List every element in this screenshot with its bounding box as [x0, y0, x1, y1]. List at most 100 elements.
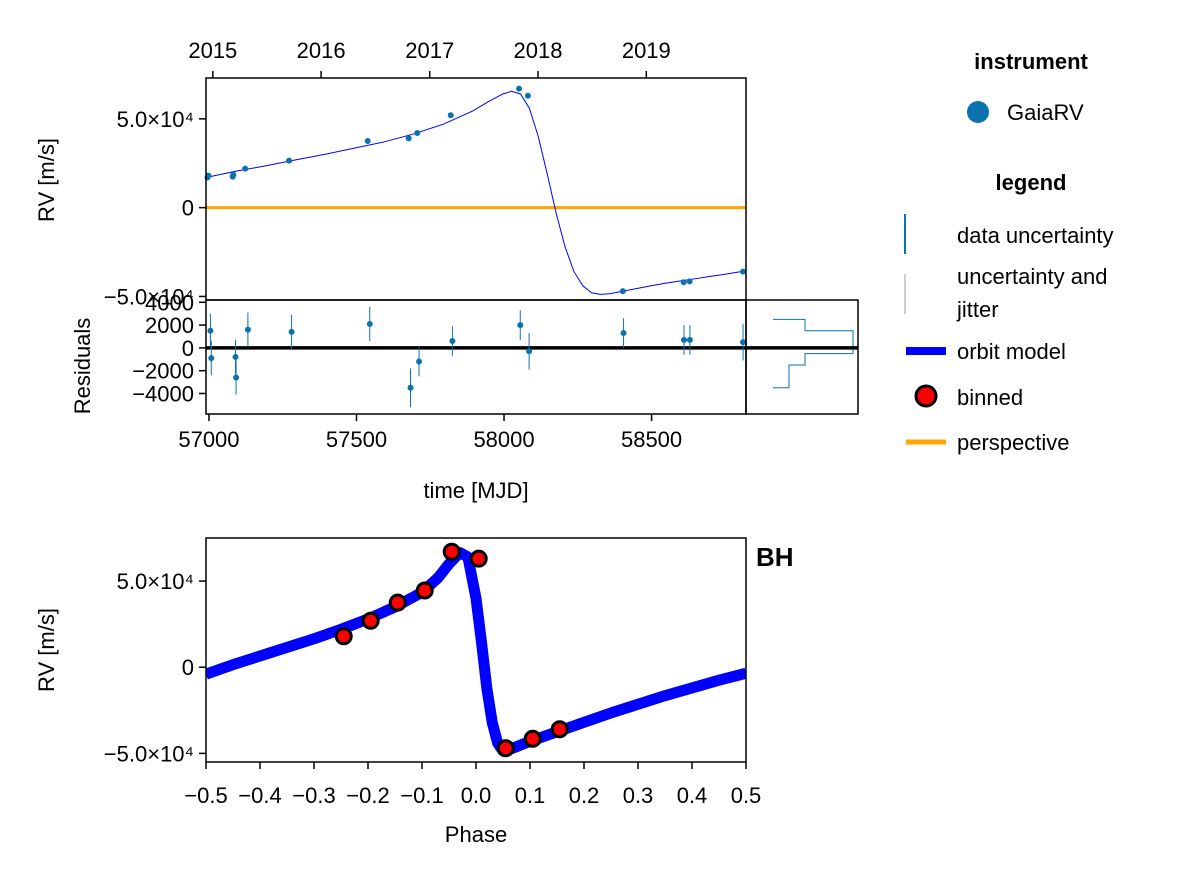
gaiarv-point	[286, 157, 293, 164]
binned-point	[469, 549, 488, 568]
perspective-legend-label: perspective	[957, 430, 1070, 455]
binned-point	[496, 739, 515, 758]
year-tick-label: 2018	[514, 38, 563, 63]
jitter-legend-label-line2: jitter	[956, 297, 999, 322]
x-tick-label: 0.0	[461, 783, 492, 808]
year-tick-label: 2016	[297, 38, 346, 63]
binned-point	[415, 581, 434, 600]
rv-time-plot-area	[204, 85, 747, 295]
y-tick-label: −4000	[132, 381, 194, 406]
binned-point	[550, 720, 569, 739]
data-uncertainty-legend-label: data uncertainty	[957, 223, 1114, 248]
time-x-axis-label: time [MJD]	[423, 478, 528, 503]
x-tick-label: 0.3	[623, 783, 654, 808]
y-tick-label: −2000	[132, 359, 194, 384]
y-tick-label: 0	[182, 336, 194, 361]
gaiarv-point	[516, 85, 523, 92]
x-tick-label: −0.4	[238, 783, 281, 808]
gaiarv-point	[686, 278, 693, 285]
residual-point	[233, 374, 240, 381]
x-tick-label: 0.5	[731, 783, 762, 808]
y-tick-label: 0	[182, 655, 194, 680]
y-tick-label: 5.0×10⁴	[117, 107, 194, 132]
phase-x-axis-label: Phase	[445, 822, 507, 847]
y-tick-label: 0	[182, 196, 194, 221]
gaiarv-point	[205, 172, 212, 179]
x-tick-label: −0.3	[292, 783, 335, 808]
phase-panel: −5.0×10⁴ 0 5.0×10⁴ −0.5 −0.4 −0.3 −0.2 −0.1 0.0…	[34, 537, 794, 847]
residual-point	[449, 338, 456, 345]
phase-rv-y-axis: −5.0×10⁴ 0 5.0×10⁴	[104, 569, 206, 766]
residual-point	[366, 320, 373, 327]
rv-time-panel: 2015 2016 2017 2018 2019 −5.0×10⁴ 0 5.0×10⁴ RV…	[34, 38, 747, 309]
y-tick-label: −5.0×10⁴	[104, 741, 194, 766]
x-tick-label: 58500	[621, 427, 682, 452]
orbit-model-thick-line	[206, 547, 746, 757]
rv-y-axis: −5.0×10⁴ 0 5.0×10⁴	[104, 107, 206, 309]
gaiarv-point	[447, 112, 454, 119]
top-year-axis: 2015 2016 2017 2018 2019	[188, 38, 671, 78]
residual-point	[620, 330, 627, 337]
orbit-model-legend-label: orbit model	[957, 339, 1066, 364]
residual-point	[288, 328, 295, 335]
x-tick-label: 58000	[473, 427, 534, 452]
residual-point	[517, 322, 524, 329]
legend: instrument GaiaRV legend data uncertaint…	[904, 49, 1114, 455]
rv-time-frame	[205, 77, 747, 301]
x-tick-label: 0.2	[569, 783, 600, 808]
time-x-axis: 57000 57500 58000 58500	[178, 414, 682, 452]
gaiarv-point	[619, 288, 626, 295]
gaiarv-point	[524, 92, 531, 99]
gaiarv-point	[414, 130, 421, 137]
binned-point	[442, 542, 461, 561]
residuals-plot-area	[206, 306, 747, 408]
orbit-model-line	[205, 90, 747, 295]
residual-point	[244, 326, 251, 333]
residuals-histogram	[746, 318, 858, 389]
residual-point	[740, 339, 747, 346]
residual-point	[526, 348, 533, 355]
y-tick-label: 5.0×10⁴	[117, 569, 194, 594]
gaiarv-point	[242, 165, 249, 172]
year-tick-label: 2017	[405, 38, 454, 63]
year-tick-label: 2019	[622, 38, 671, 63]
residual-point	[208, 355, 215, 362]
binned-point	[523, 729, 542, 748]
residual-point	[416, 358, 423, 365]
gaiarv-point	[364, 138, 371, 145]
gaiarv-legend-marker	[967, 101, 989, 123]
rv-y-axis-label: RV [m/s]	[34, 138, 59, 222]
binned-legend-label: binned	[957, 385, 1023, 410]
y-tick-label: 4000	[145, 290, 194, 315]
phase-rv-y-axis-label: RV [m/s]	[34, 608, 59, 692]
x-tick-label: −0.1	[400, 783, 443, 808]
phase-x-axis: −0.5 −0.4 −0.3 −0.2 −0.1 0.0 0.1 0.2 0.3 0.4 0.5	[184, 762, 761, 808]
phase-plot-area	[206, 542, 746, 758]
residuals-y-axis-label: Residuals	[70, 318, 95, 415]
residual-point	[207, 327, 214, 334]
legend-title: legend	[996, 170, 1067, 195]
x-tick-label: −0.5	[184, 783, 227, 808]
x-tick-label: 0.1	[515, 783, 546, 808]
gaiarv-point	[740, 268, 747, 275]
x-tick-label: 57000	[178, 427, 239, 452]
gaiarv-legend-label: GaiaRV	[1007, 100, 1084, 125]
binned-point	[361, 611, 380, 630]
x-tick-label: 0.4	[677, 783, 708, 808]
residual-point	[681, 336, 688, 343]
binned-legend-marker	[914, 384, 938, 408]
bh-label: BH	[756, 542, 794, 572]
y-tick-label: 2000	[145, 313, 194, 338]
gaiarv-point	[680, 279, 687, 286]
residuals-frame	[205, 299, 747, 415]
x-tick-label: −0.2	[346, 783, 389, 808]
year-tick-label: 2015	[188, 38, 237, 63]
histogram-frame	[745, 299, 859, 415]
residual-point	[686, 336, 693, 343]
x-tick-label: 57500	[326, 427, 387, 452]
y-tick-label: −5.0×10⁴	[104, 284, 194, 309]
histogram-steps	[773, 318, 854, 389]
residual-point	[232, 354, 239, 360]
